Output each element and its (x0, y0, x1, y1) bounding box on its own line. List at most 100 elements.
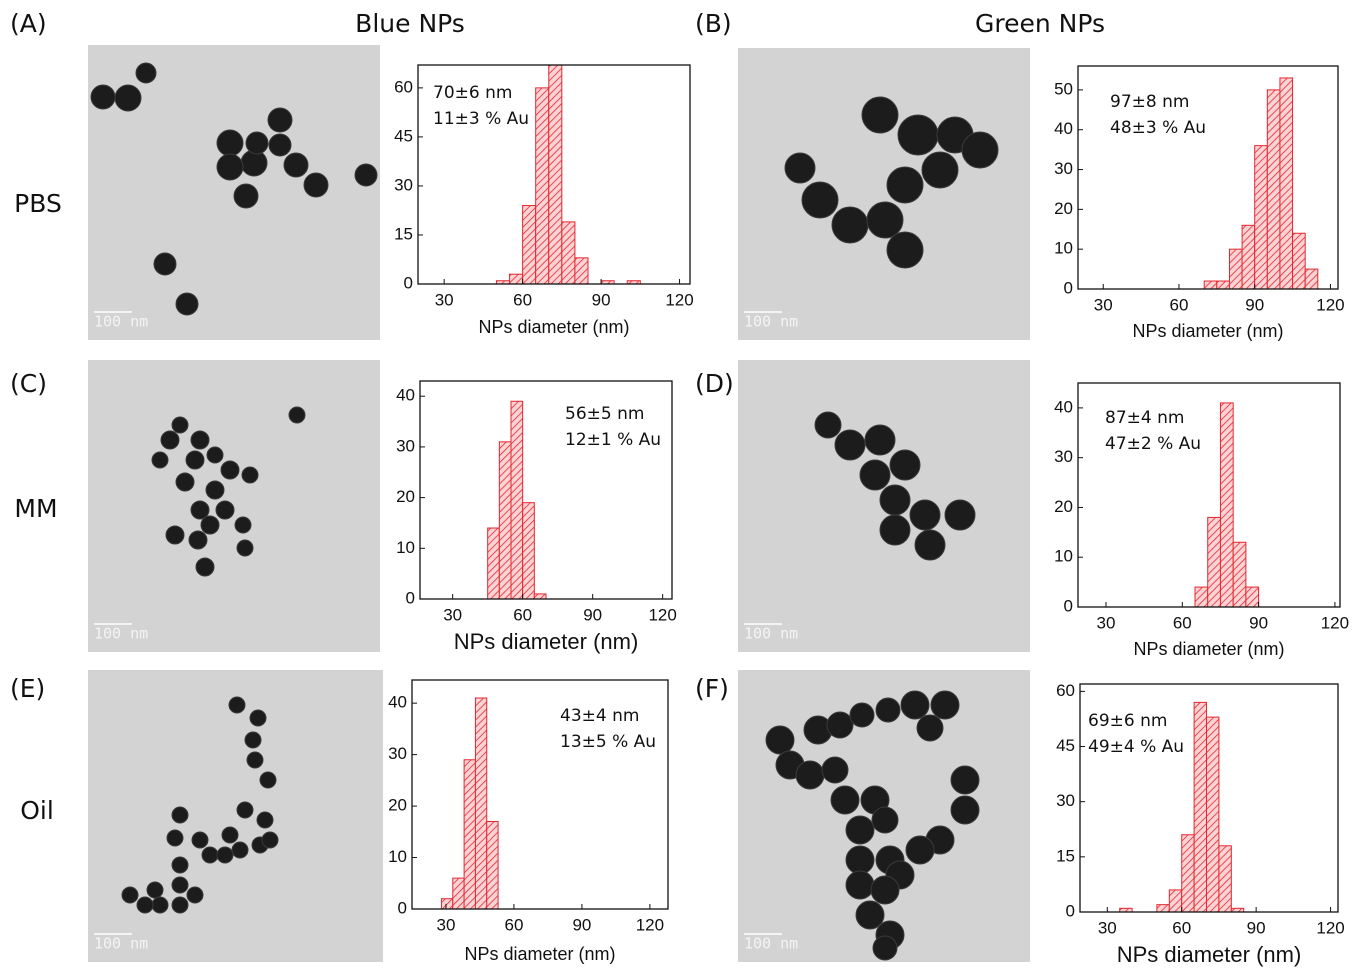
histogram-bar (1219, 402, 1234, 608)
x-tick-label: 120 (648, 605, 676, 624)
histogram-bar (535, 87, 550, 285)
histogram-bar (1168, 889, 1183, 913)
nanoparticle (146, 881, 164, 899)
annotation: 43±4 nm (560, 706, 639, 726)
y-tick-label: 30 (396, 436, 415, 455)
nanoparticle (795, 760, 825, 790)
y-tick-label: 30 (1056, 791, 1075, 810)
y-tick-label: 60 (394, 77, 413, 96)
scale-bar-label: 100 nm (94, 625, 148, 643)
nanoparticle (236, 539, 254, 557)
x-tick-label: 30 (1094, 295, 1113, 314)
histogram-bar (1266, 89, 1281, 290)
histogram-bar (1218, 845, 1232, 913)
y-tick-label: 30 (394, 175, 413, 194)
nanoparticle (875, 697, 901, 723)
plot-frame (1077, 65, 1339, 290)
histogram-bar (1279, 77, 1294, 290)
scale-bar-label: 100 nm (744, 935, 798, 953)
panel-label: (A) (10, 9, 47, 38)
histogram-bar (1194, 586, 1209, 608)
y-tick-label: 0 (398, 898, 407, 917)
nanoparticle (190, 500, 210, 520)
nanoparticle (171, 896, 189, 914)
y-tick-label: 15 (394, 224, 413, 243)
nanoparticle (864, 424, 896, 456)
nanoparticle (267, 107, 293, 133)
annotation: 13±5 % Au (560, 732, 656, 752)
x-tick-label: 60 (1173, 613, 1192, 632)
y-tick-label: 30 (1054, 159, 1073, 178)
nanoparticle (950, 765, 980, 795)
nanoparticle (249, 709, 267, 727)
y-tick-label: 50 (1054, 79, 1073, 98)
scale-bar-label: 100 nm (94, 313, 148, 331)
nanoparticle (845, 815, 875, 845)
x-axis-label: NPs diameter (nm) (1132, 321, 1283, 341)
row-label: PBS (14, 189, 62, 218)
nanoparticle (166, 829, 184, 847)
histogram-bar (1245, 586, 1260, 608)
tem-image (738, 48, 1030, 340)
x-tick-label: 30 (437, 915, 456, 934)
nanoparticle (151, 451, 169, 469)
nanoparticle (831, 206, 869, 244)
y-tick-label: 40 (388, 693, 407, 712)
plot-frame (411, 679, 669, 910)
histogram-bar (533, 593, 547, 600)
nanoparticle (826, 711, 854, 739)
histogram-bar (510, 400, 524, 600)
y-tick-label: 10 (1054, 547, 1073, 566)
nanoparticle (859, 459, 891, 491)
histogram-bar (522, 502, 535, 600)
histogram-bar (463, 759, 476, 910)
y-tick-label: 20 (396, 487, 415, 506)
x-axis-label: NPs diameter (nm) (464, 944, 615, 964)
histogram-bar (1216, 280, 1230, 290)
histogram-bar (561, 221, 576, 285)
nanoparticle (866, 201, 904, 239)
y-tick-label: 0 (406, 588, 415, 607)
nanoparticle (185, 450, 205, 470)
nanoparticle (870, 875, 900, 905)
histogram-bar (574, 257, 589, 285)
nanoparticle (216, 129, 244, 157)
y-tick-label: 40 (1054, 397, 1073, 416)
x-tick-label: 30 (443, 605, 462, 624)
nanoparticle (171, 876, 189, 894)
nanoparticle (849, 702, 875, 728)
y-tick-label: 0 (1064, 278, 1073, 297)
nanoparticle (871, 806, 899, 834)
nanoparticle (303, 172, 329, 198)
histogram-bar (1232, 541, 1247, 608)
nanoparticle (834, 429, 866, 461)
nanoparticle (188, 530, 208, 550)
x-tick-label: 120 (1321, 613, 1349, 632)
y-tick-label: 45 (1056, 736, 1075, 755)
nanoparticle (814, 411, 842, 439)
panel-label: (D) (695, 369, 734, 398)
nanoparticle (930, 690, 960, 720)
y-tick-label: 30 (1054, 447, 1073, 466)
nanoparticle (121, 886, 139, 904)
nanoparticle (879, 514, 911, 546)
nanoparticle (201, 846, 219, 864)
nanoparticle (236, 801, 254, 819)
x-axis-label: NPs diameter (nm) (454, 629, 639, 654)
nanoparticle (233, 183, 259, 209)
annotation: 56±5 nm (565, 404, 644, 424)
nanoparticle (872, 935, 898, 961)
nanoparticle (153, 252, 177, 276)
nanoparticle (171, 856, 189, 874)
histogram-bar (1207, 516, 1221, 608)
histogram-bar (1156, 904, 1170, 913)
x-tick-label: 30 (1097, 613, 1116, 632)
y-tick-label: 0 (1064, 596, 1073, 615)
nanoparticle (228, 696, 246, 714)
scale-bar-label: 100 nm (744, 625, 798, 643)
x-axis-label: NPs diameter (nm) (1117, 942, 1302, 967)
x-tick-label: 120 (665, 290, 693, 309)
x-tick-label: 90 (1247, 918, 1266, 937)
x-tick-label: 60 (513, 605, 532, 624)
histogram-bar (440, 898, 454, 910)
